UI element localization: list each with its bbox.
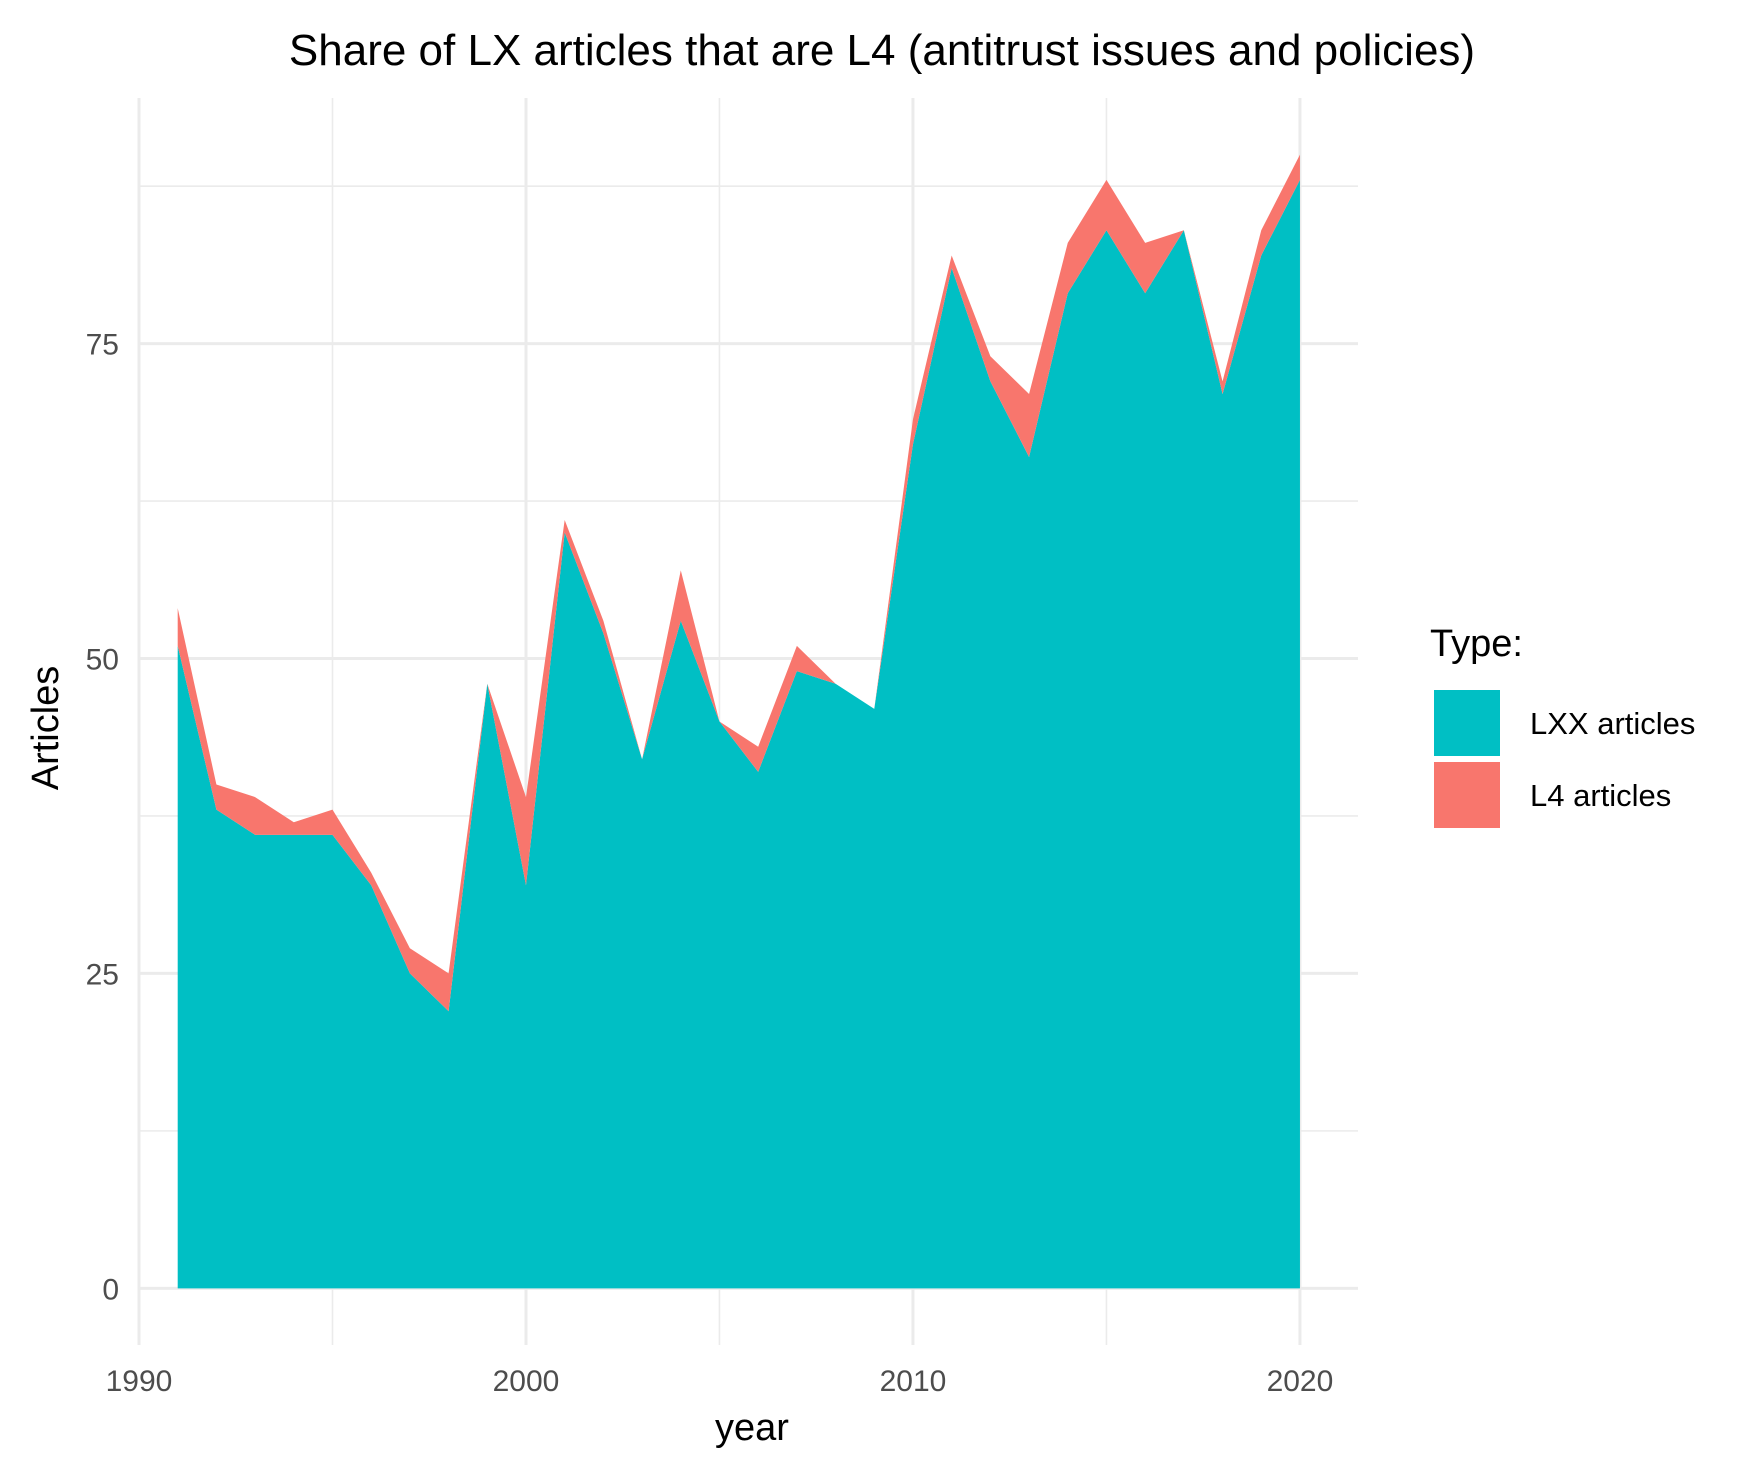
legend: Type: LXX articles L4 articles [1430,623,1695,828]
area-series-lxx-articles [177,179,1300,1289]
y-tick-label: 75 [86,329,119,362]
legend-key-l4-articles [1434,762,1500,828]
legend-label: LXX articles [1530,706,1695,741]
legend-label: L4 articles [1530,778,1671,813]
axes: 1990 2000 2010 2020 0 25 50 75 [86,329,1334,1398]
x-tick-label: 2010 [880,1365,947,1398]
x-axis-title: year [715,1407,789,1449]
legend-items: LXX articles L4 articles [1434,690,1695,828]
stacked-areas [177,154,1300,1289]
x-tick-label: 1990 [106,1365,173,1398]
legend-title: Type: [1430,623,1523,665]
chart-title: Share of LX articles that are L4 (antitr… [289,26,1475,75]
y-axis-title: Articles [25,666,67,791]
y-tick-label: 50 [86,644,119,677]
y-tick-label: 25 [86,958,119,991]
x-tick-label: 2000 [493,1365,560,1398]
y-tick-label: 0 [102,1273,119,1306]
legend-key-lxx-articles [1434,690,1500,756]
x-tick-label: 2020 [1267,1365,1334,1398]
